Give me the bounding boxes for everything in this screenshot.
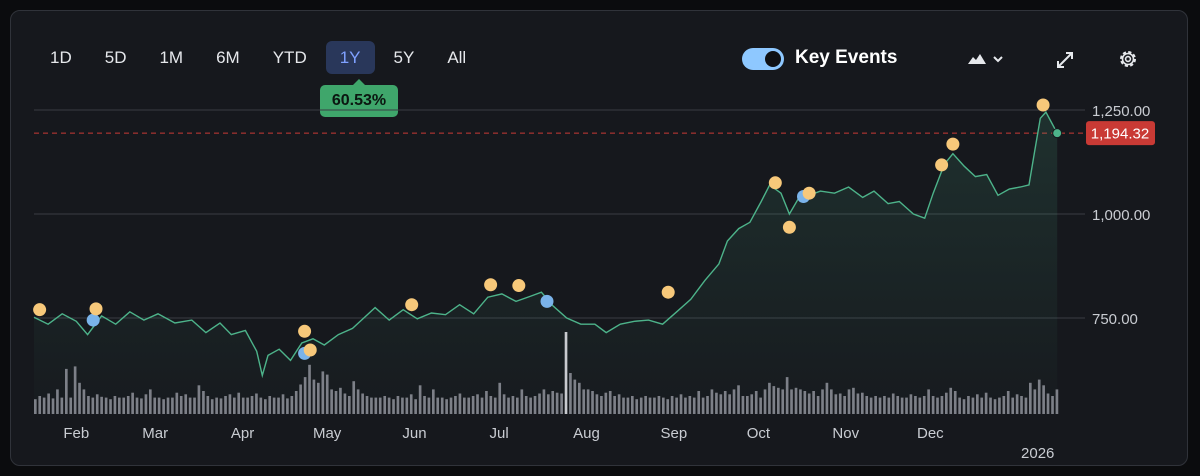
expand-button[interactable] — [1053, 48, 1077, 72]
range-1y[interactable]: 1Y — [325, 41, 375, 74]
key-events-label: Key Events — [795, 47, 898, 68]
range-1d[interactable]: 1D — [50, 48, 72, 67]
range-5y[interactable]: 5Y — [393, 48, 415, 67]
range-5d[interactable]: 5D — [104, 48, 127, 67]
expand-icon — [1057, 52, 1073, 68]
mountain-chart-icon — [968, 54, 986, 64]
key-events-toggle[interactable] — [742, 48, 784, 70]
range-ytd[interactable]: YTD — [272, 48, 307, 67]
settings-button[interactable] — [1116, 47, 1140, 71]
range-6m[interactable]: 6M — [216, 48, 240, 67]
toggle-knob — [765, 51, 781, 67]
chevron-down-icon — [993, 56, 1003, 63]
range-all[interactable]: All — [447, 48, 467, 67]
range-1m[interactable]: 1M — [159, 48, 184, 67]
chart-type-button[interactable] — [964, 48, 1008, 72]
period-change-badge: 60.53% — [320, 79, 398, 117]
gear-icon — [1120, 51, 1136, 67]
range-selector: 1D 5D 1M 6M YTD 1Y 5Y All — [36, 41, 485, 74]
chart-panel — [10, 10, 1188, 466]
